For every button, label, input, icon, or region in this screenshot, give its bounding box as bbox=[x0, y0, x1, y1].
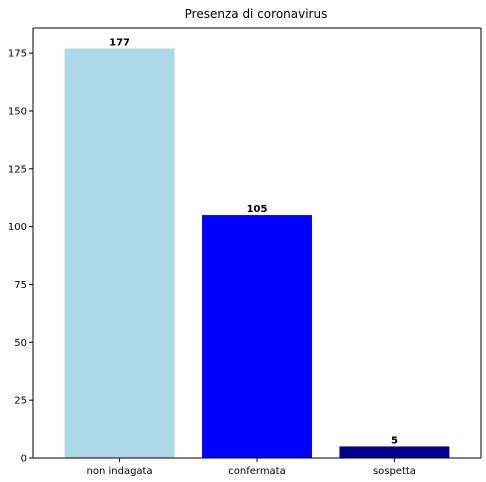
y-tick-label: 25 bbox=[14, 396, 27, 407]
y-tick-label: 50 bbox=[14, 338, 27, 349]
y-tick-label: 175 bbox=[8, 49, 27, 60]
x-tick-label: sospetta bbox=[373, 466, 416, 477]
data-labels-group: 177 105 5 bbox=[109, 37, 398, 446]
data-label: 177 bbox=[109, 37, 130, 48]
x-tick-label: confermata bbox=[228, 466, 285, 477]
bar-sospetta bbox=[339, 446, 450, 458]
data-label: 105 bbox=[247, 204, 268, 215]
chart-title: Presenza di coronavirus bbox=[185, 7, 328, 21]
data-label: 5 bbox=[391, 435, 398, 446]
y-tick-label: 150 bbox=[8, 106, 27, 117]
bar-confermata bbox=[202, 215, 312, 458]
y-tick-label: 75 bbox=[14, 280, 27, 291]
bar-non-indagata bbox=[64, 48, 175, 458]
x-tick-label: non indagata bbox=[87, 466, 153, 477]
axes-group: non indagata confermata sospetta 0 25 50 75 100… bbox=[8, 27, 482, 477]
bars-group bbox=[64, 48, 450, 458]
y-tick-label: 125 bbox=[8, 164, 27, 175]
y-tick-label: 0 bbox=[21, 454, 27, 465]
y-tick-label: 100 bbox=[8, 222, 27, 233]
